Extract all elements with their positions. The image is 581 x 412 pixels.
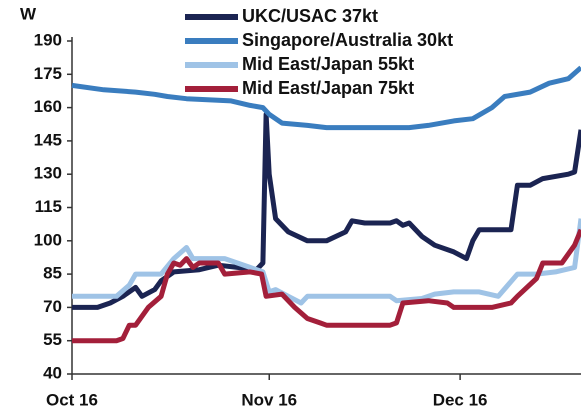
y-tick-label: 130 [34, 164, 62, 183]
y-tick-label: 190 [34, 30, 62, 49]
legend-label: Mid East/Japan 55kt [242, 54, 414, 74]
y-tick-label: 40 [43, 363, 62, 382]
y-tick-label: 160 [34, 97, 62, 116]
y-tick-label: 115 [35, 197, 62, 216]
series-line [72, 228, 581, 344]
x-tick-label: Dec 16 [433, 390, 488, 409]
series-line [72, 111, 581, 310]
y-tick-label: 145 [34, 130, 62, 149]
legend-label: Mid East/Japan 75kt [242, 78, 414, 98]
series-line [71, 65, 581, 131]
x-tick-label: Nov 16 [241, 390, 297, 409]
x-tick-label: Oct 16 [46, 390, 98, 409]
legend-label: UKC/USAC 37kt [242, 6, 378, 26]
y-tick-label: 100 [34, 230, 62, 249]
legend-label: Singapore/Australia 30kt [242, 30, 453, 50]
y-tick-label: 175 [34, 64, 62, 83]
y-tick-label: 70 [43, 297, 62, 316]
y-tick-label: 55 [43, 330, 62, 349]
y-axis-label: W [20, 4, 37, 23]
series-line [72, 218, 581, 306]
y-tick-label: 85 [43, 264, 62, 283]
